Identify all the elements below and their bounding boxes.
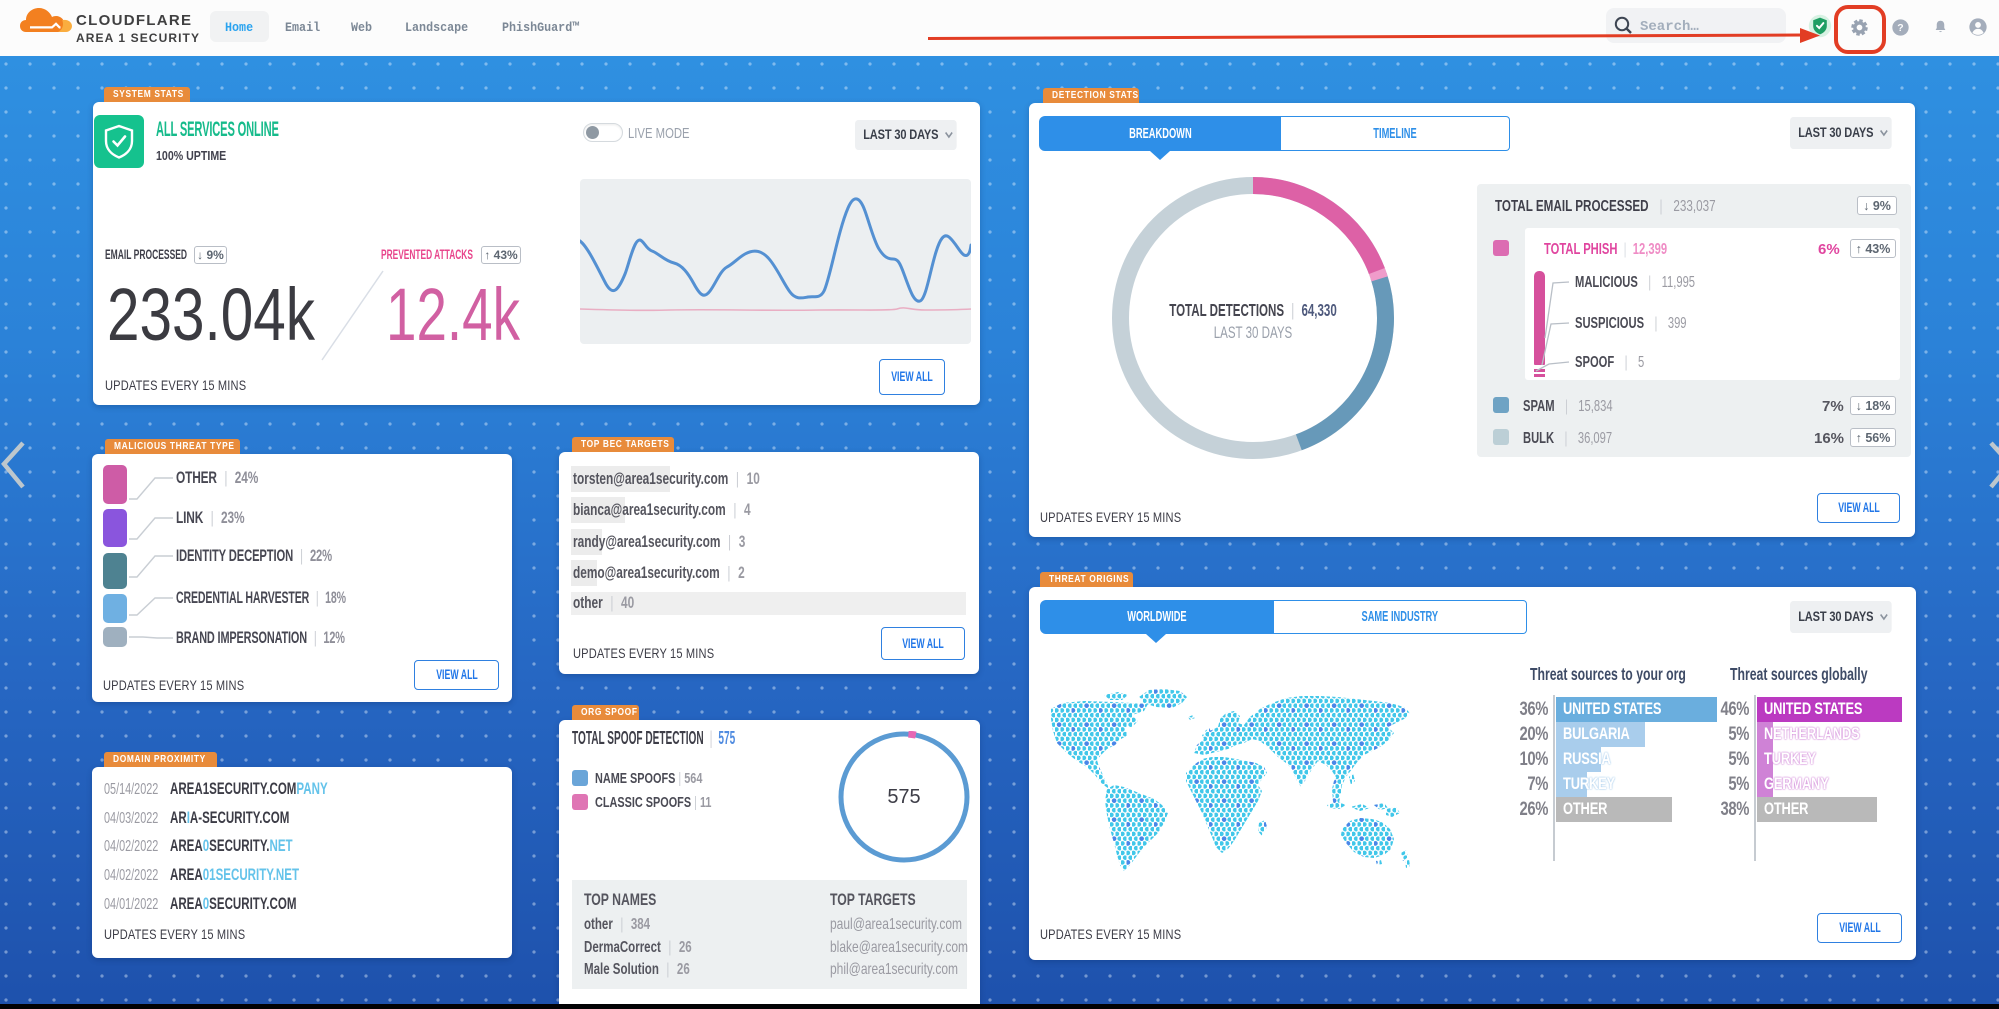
svg-text:?: ?: [1897, 23, 1903, 34]
